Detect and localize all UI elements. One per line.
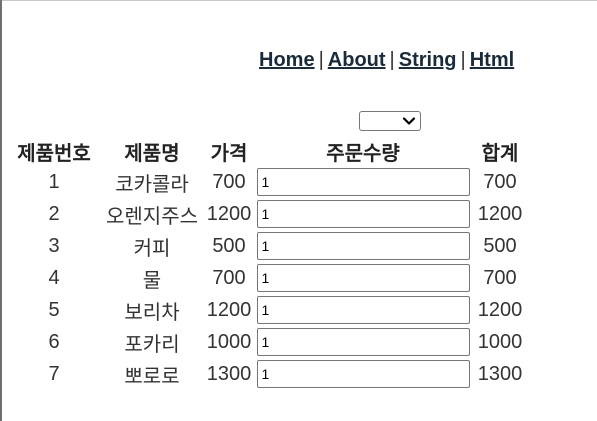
product-number-cell: 5 <box>48 298 60 321</box>
quantity-cell <box>254 358 472 390</box>
header-order-quantity: 주문수량 <box>326 140 400 165</box>
product-name-cell: 코카콜라 <box>115 171 189 196</box>
order-table: 제품번호 제품명 가격 주문수량 합계 1 코카콜라 700 700 2 오렌지… <box>8 136 528 390</box>
quantity-input[interactable] <box>256 200 470 228</box>
nav-link-string[interactable]: String <box>398 49 457 71</box>
price-cell: 700 <box>212 266 246 289</box>
price-cell: 700 <box>212 170 246 193</box>
quantity-cell <box>254 326 472 358</box>
total-cell: 1300 <box>477 362 523 385</box>
total-cell: 1200 <box>477 202 523 225</box>
table-row: 5 보리차 1200 1200 <box>8 294 528 326</box>
product-name-cell: 포카리 <box>124 331 180 356</box>
price-cell: 1300 <box>206 362 252 385</box>
price-cell: 1200 <box>206 202 252 225</box>
product-name-cell: 보리차 <box>124 299 180 324</box>
quantity-input[interactable] <box>256 296 470 324</box>
total-cell: 700 <box>483 266 517 289</box>
product-number-cell: 2 <box>48 202 60 225</box>
table-header-row: 제품번호 제품명 가격 주문수량 합계 <box>8 136 528 166</box>
price-cell: 500 <box>212 234 246 257</box>
nav-separator: | <box>460 49 466 71</box>
product-name-cell: 물 <box>142 267 162 292</box>
table-row: 7 뽀로로 1300 1300 <box>8 358 528 390</box>
price-cell: 1000 <box>206 330 252 353</box>
nav-link-html[interactable]: Html <box>469 49 515 71</box>
quantity-input[interactable] <box>256 264 470 292</box>
price-cell: 1200 <box>206 298 252 321</box>
product-select-dropdown[interactable] <box>359 111 421 131</box>
header-product-number: 제품번호 <box>17 140 91 165</box>
total-cell: 700 <box>483 170 517 193</box>
quantity-cell <box>254 294 472 326</box>
table-row: 1 코카콜라 700 700 <box>8 166 528 198</box>
product-number-cell: 1 <box>48 170 60 193</box>
product-name-cell: 오렌지주스 <box>106 203 198 228</box>
total-cell: 500 <box>483 234 517 257</box>
product-name-cell: 커피 <box>133 235 171 260</box>
header-product-name: 제품명 <box>124 140 180 165</box>
header-price: 가격 <box>210 140 248 165</box>
header-total: 합계 <box>481 140 519 165</box>
quantity-cell <box>254 198 472 230</box>
total-cell: 1000 <box>477 330 523 353</box>
nav-separator: | <box>318 49 324 71</box>
quantity-input[interactable] <box>256 168 470 196</box>
table-row: 3 커피 500 500 <box>8 230 528 262</box>
quantity-cell <box>254 262 472 294</box>
quantity-input[interactable] <box>256 232 470 260</box>
table-row: 2 오렌지주스 1200 1200 <box>8 198 528 230</box>
nav-link-about[interactable]: About <box>327 49 386 71</box>
product-number-cell: 7 <box>48 362 60 385</box>
total-cell: 1200 <box>477 298 523 321</box>
nav-link-home[interactable]: Home <box>259 49 315 71</box>
window-left-border <box>0 0 2 421</box>
product-number-cell: 4 <box>48 266 60 289</box>
table-row: 4 물 700 700 <box>8 262 528 294</box>
quantity-cell <box>254 230 472 262</box>
product-number-cell: 6 <box>48 330 60 353</box>
table-row: 6 포카리 1000 1000 <box>8 326 528 358</box>
top-nav: Home | About | String | Html <box>259 47 514 73</box>
product-number-cell: 3 <box>48 234 60 257</box>
window-top-border <box>0 0 597 1</box>
quantity-input[interactable] <box>256 328 470 356</box>
product-name-cell: 뽀로로 <box>124 363 180 388</box>
quantity-cell <box>254 166 472 198</box>
chevron-down-icon <box>402 117 416 125</box>
quantity-input[interactable] <box>256 360 470 388</box>
nav-separator: | <box>389 49 395 71</box>
